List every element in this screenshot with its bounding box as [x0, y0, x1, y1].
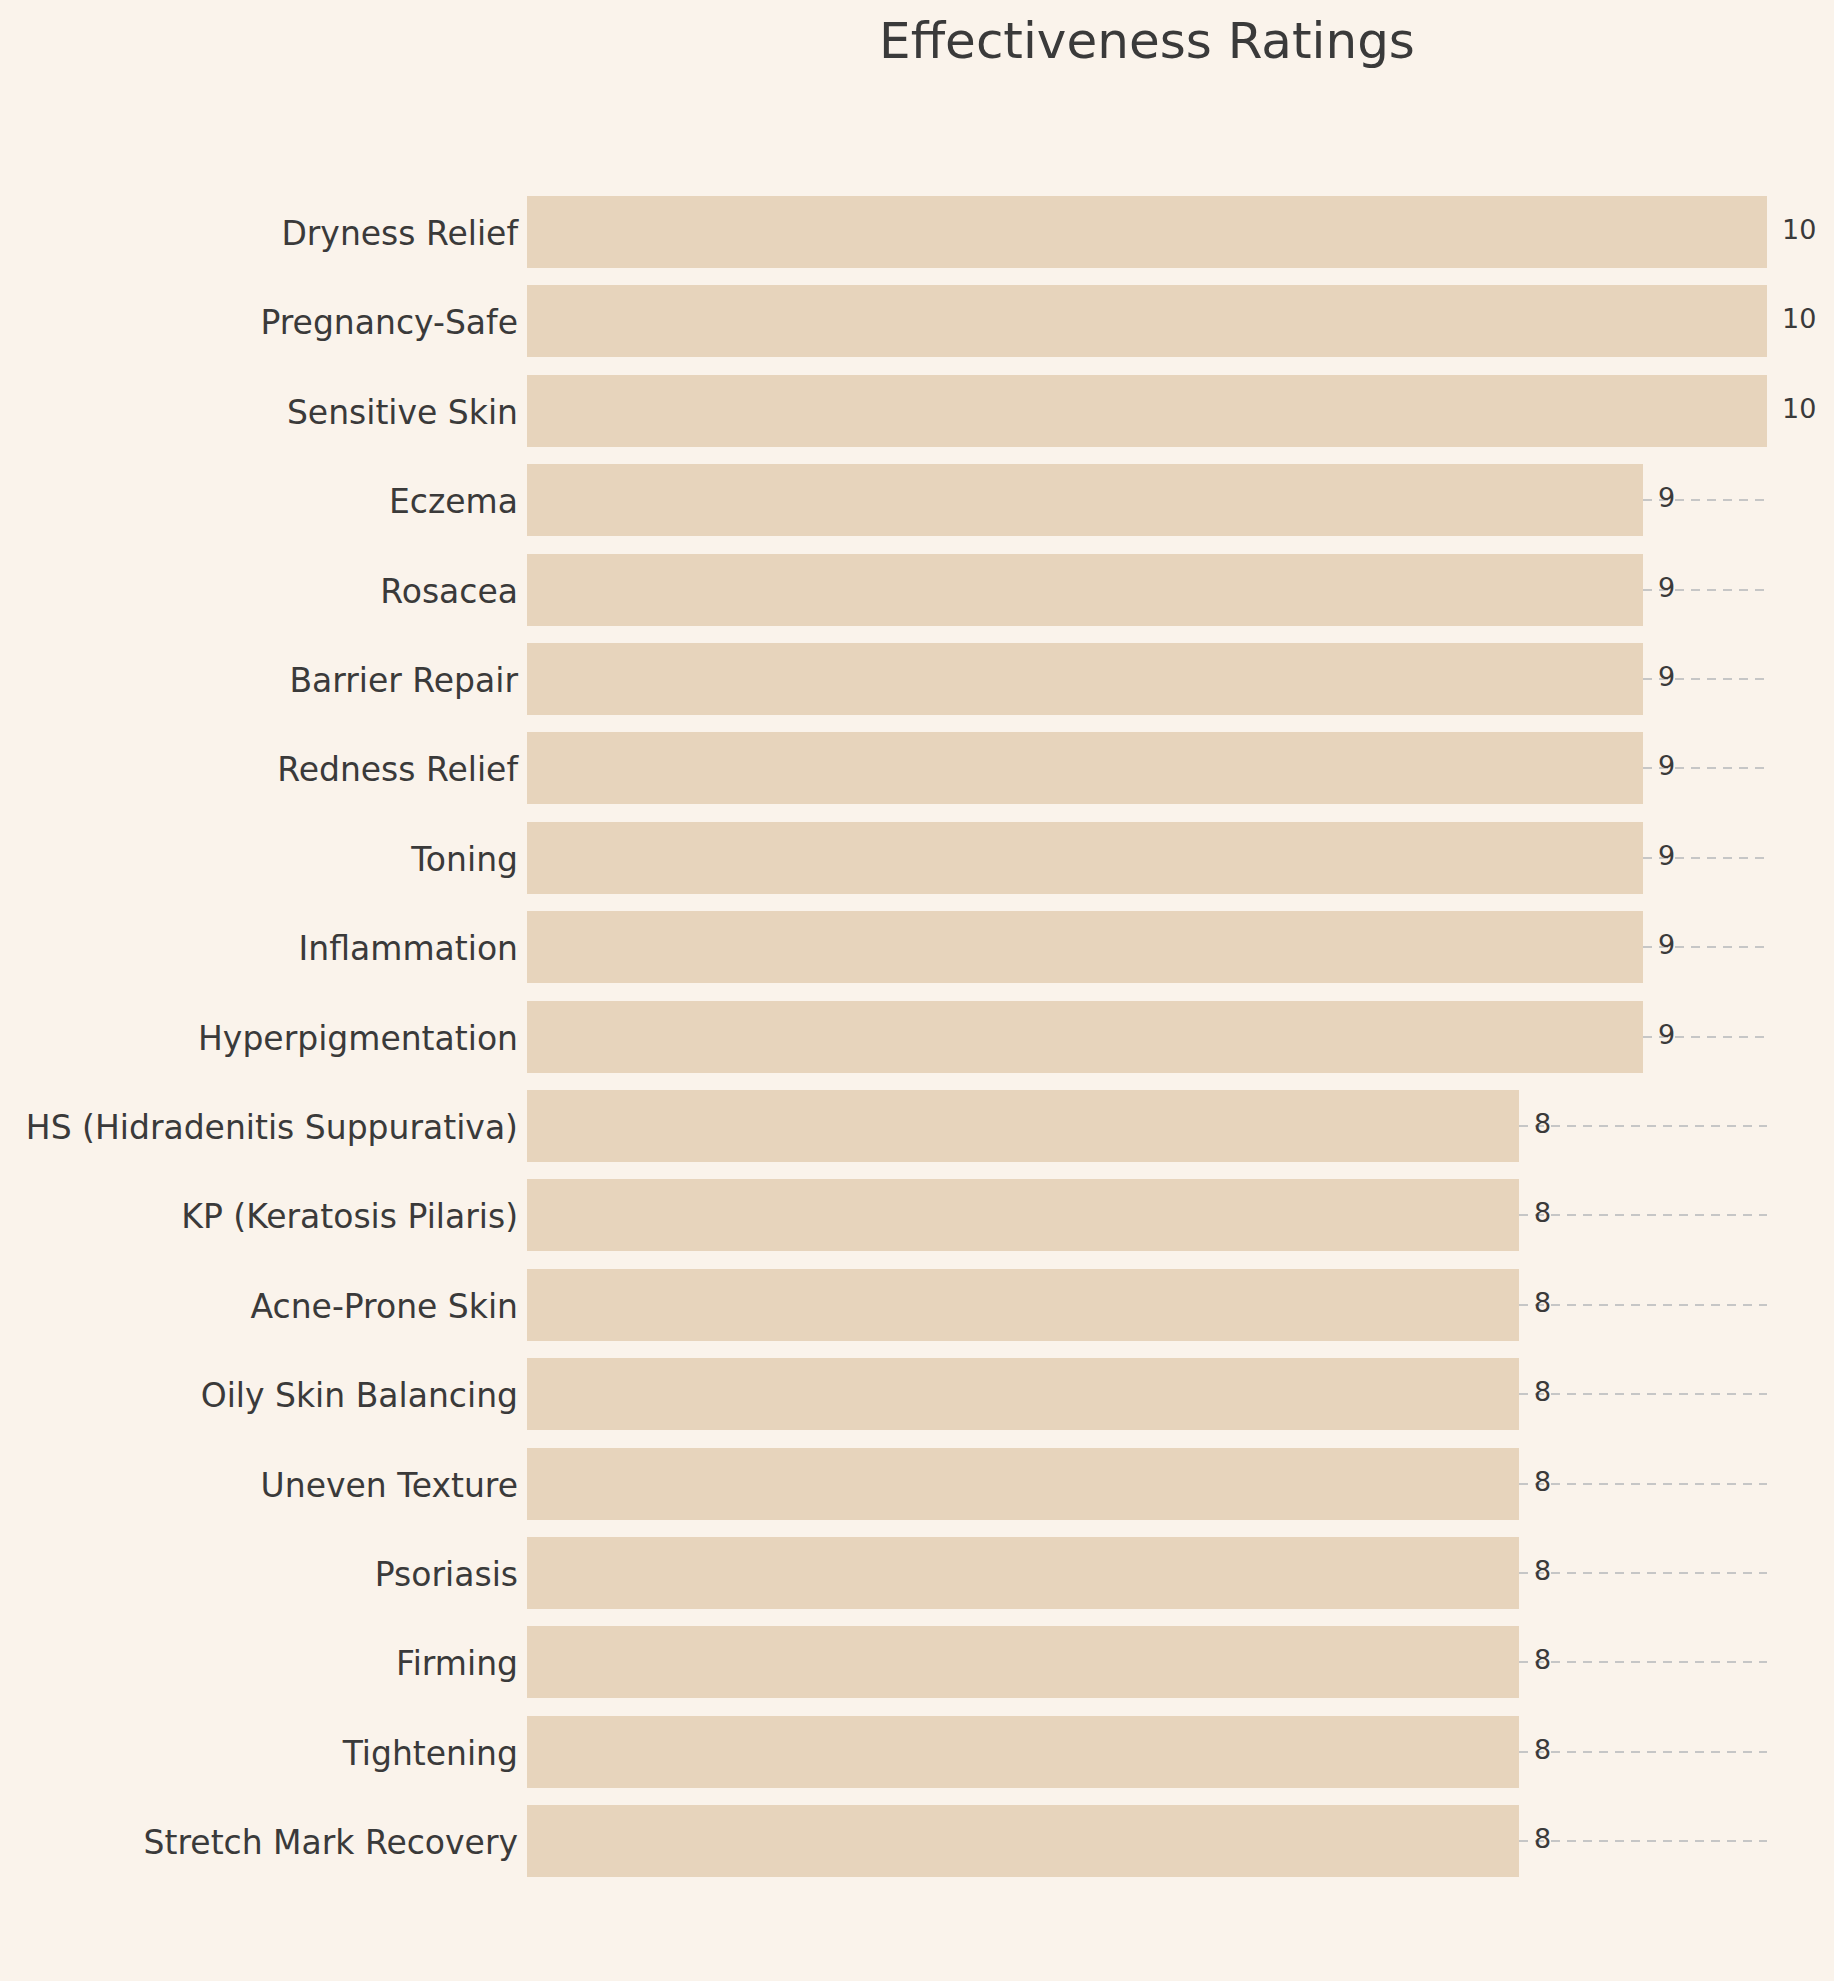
category-label: Uneven Texture	[0, 1465, 518, 1507]
gridline	[1519, 1661, 1767, 1663]
gridline	[1519, 1751, 1767, 1753]
bar	[527, 1179, 1519, 1251]
category-label: Oily Skin Balancing	[0, 1375, 518, 1417]
gridline	[1519, 1125, 1767, 1127]
bar	[527, 196, 1767, 268]
bar	[527, 1448, 1519, 1520]
category-label: Pregnancy-Safe	[0, 302, 518, 344]
category-label: Redness Relief	[0, 749, 518, 791]
value-label: 9	[1658, 839, 1675, 873]
value-label: 8	[1534, 1733, 1551, 1767]
category-label: Tightening	[0, 1733, 518, 1775]
bar	[527, 822, 1643, 894]
value-label: 8	[1534, 1554, 1551, 1588]
category-label: Psoriasis	[0, 1554, 518, 1596]
gridline	[1519, 1393, 1767, 1395]
value-label: 8	[1534, 1643, 1551, 1677]
bar	[527, 464, 1643, 536]
value-label: 10	[1782, 302, 1816, 336]
gridline	[1519, 1483, 1767, 1485]
category-label: Firming	[0, 1643, 518, 1685]
value-label: 8	[1534, 1107, 1551, 1141]
bar	[527, 285, 1767, 357]
category-label: Sensitive Skin	[0, 392, 518, 434]
value-label: 8	[1534, 1286, 1551, 1320]
value-label: 10	[1782, 392, 1816, 426]
bar	[527, 554, 1643, 626]
bar	[527, 1716, 1519, 1788]
effectiveness-ratings-chart: Effectiveness Ratings Dryness Relief 10 Pr…	[0, 0, 1834, 1981]
value-label: 8	[1534, 1822, 1551, 1856]
value-label: 9	[1658, 928, 1675, 962]
gridline	[1519, 1572, 1767, 1574]
gridline	[1519, 1214, 1767, 1216]
value-label: 9	[1658, 571, 1675, 605]
category-label: Barrier Repair	[0, 660, 518, 702]
gridline	[1519, 1840, 1767, 1842]
category-label: KP (Keratosis Pilaris)	[0, 1196, 518, 1238]
value-label: 8	[1534, 1375, 1551, 1409]
value-label: 9	[1658, 749, 1675, 783]
bar	[527, 1537, 1519, 1609]
bar	[527, 1001, 1643, 1073]
bar	[527, 1269, 1519, 1341]
value-label: 9	[1658, 481, 1675, 515]
bar	[527, 1805, 1519, 1877]
value-label: 8	[1534, 1465, 1551, 1499]
bar	[527, 732, 1643, 804]
bar	[527, 643, 1643, 715]
category-label: HS (Hidradenitis Suppurativa)	[0, 1107, 518, 1149]
category-label: Dryness Relief	[0, 213, 518, 255]
bar	[527, 911, 1643, 983]
category-label: Toning	[0, 839, 518, 881]
bar	[527, 1358, 1519, 1430]
category-label: Acne-Prone Skin	[0, 1286, 518, 1328]
bar	[527, 1090, 1519, 1162]
bar	[527, 1626, 1519, 1698]
gridline	[1519, 1304, 1767, 1306]
value-label: 9	[1658, 660, 1675, 694]
category-label: Stretch Mark Recovery	[0, 1822, 518, 1864]
category-label: Hyperpigmentation	[0, 1018, 518, 1060]
bar	[527, 375, 1767, 447]
chart-title: Effectiveness Ratings	[0, 11, 1834, 71]
category-label: Rosacea	[0, 571, 518, 613]
value-label: 10	[1782, 213, 1816, 247]
category-label: Eczema	[0, 481, 518, 523]
value-label: 8	[1534, 1196, 1551, 1230]
value-label: 9	[1658, 1018, 1675, 1052]
category-label: Inflammation	[0, 928, 518, 970]
